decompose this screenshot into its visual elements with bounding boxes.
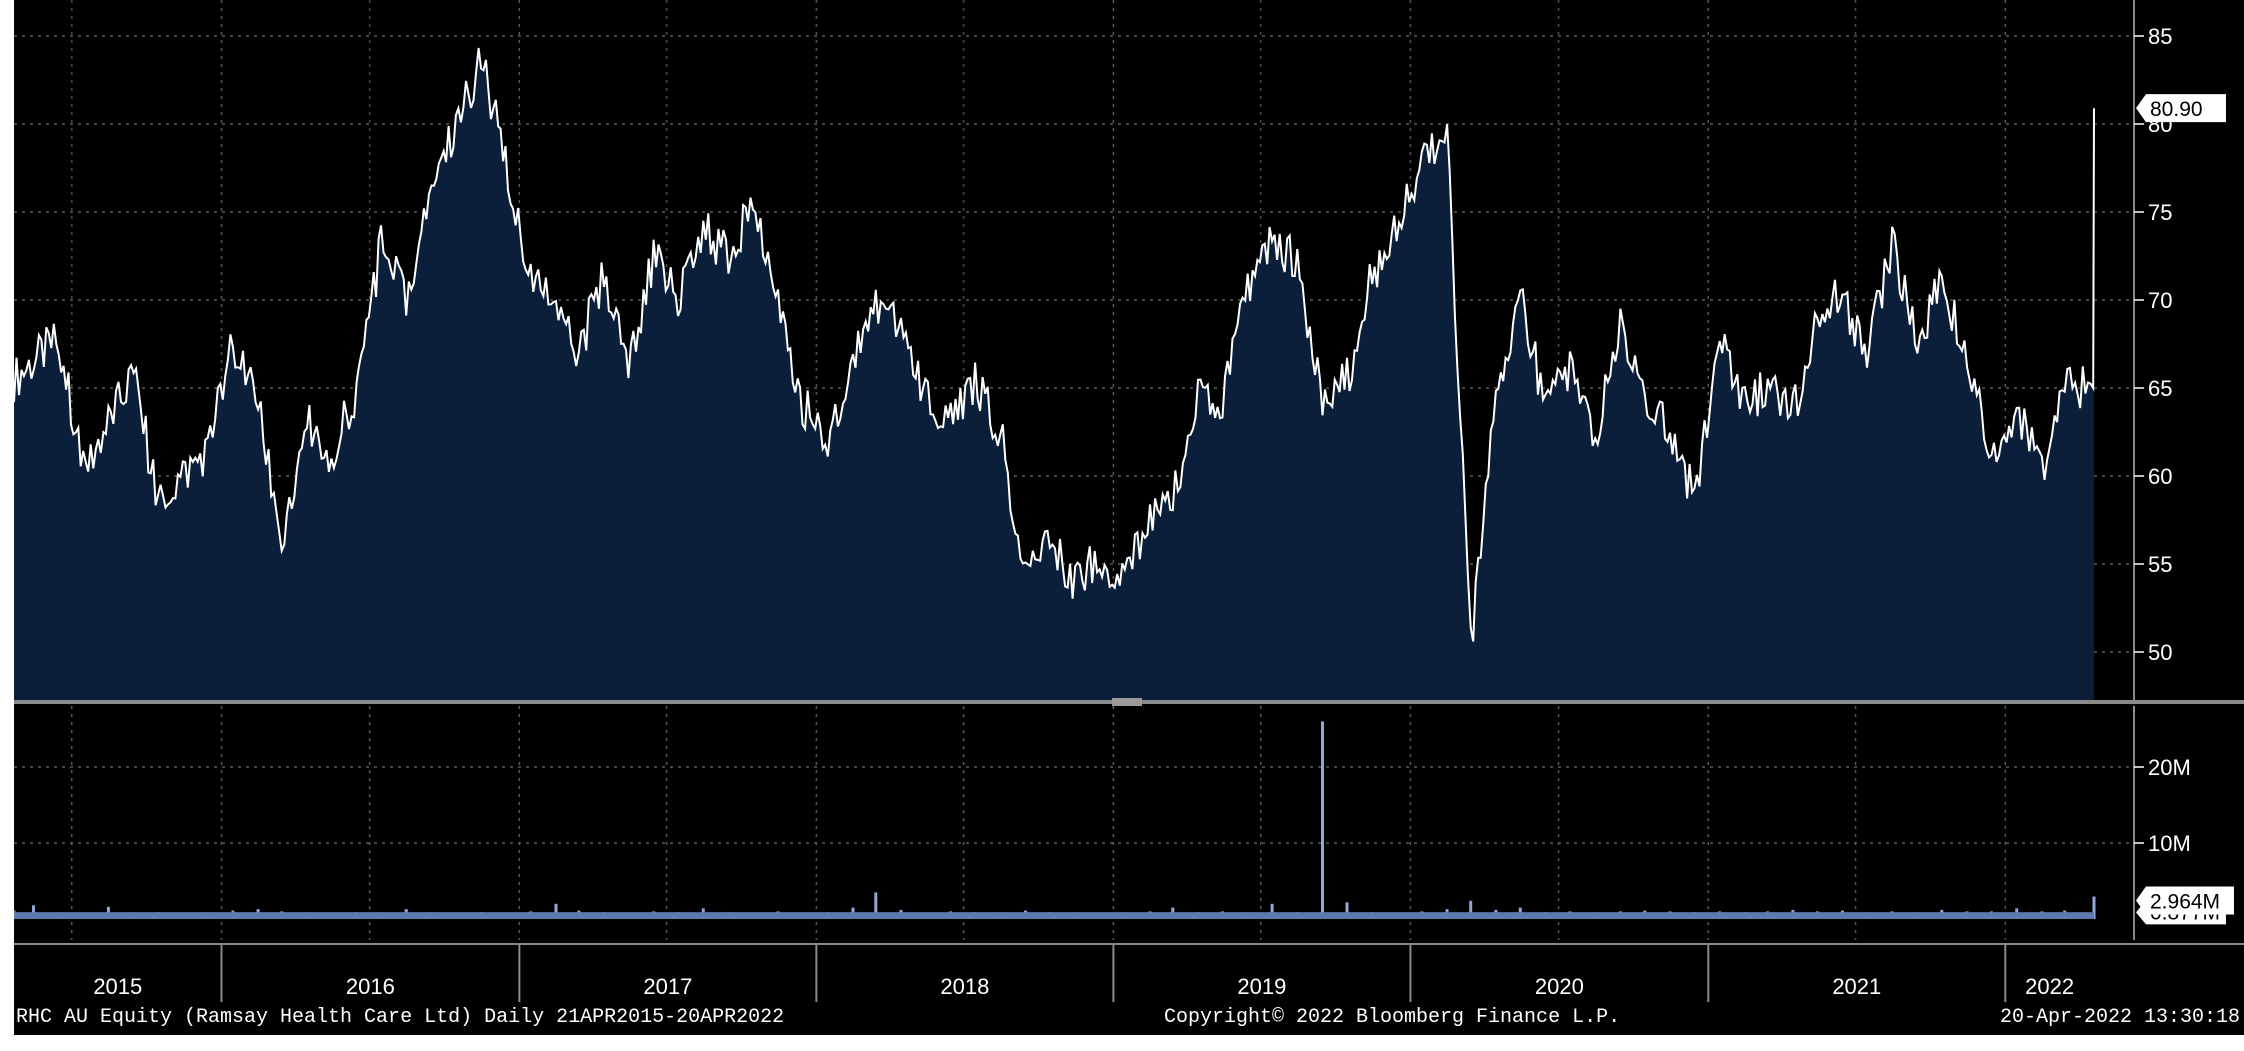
last-price-label: 80.90 [2150,98,2203,121]
last-price-badge: 80.90 [2136,94,2226,123]
footer: RHC AU Equity (Ramsay Health Care Ltd) D… [16,1006,2240,1029]
volume-bar [1469,900,1473,919]
price-tick-label: 75 [2148,200,2172,225]
price-tick-label: 65 [2148,376,2172,401]
year-label: 2017 [643,974,692,999]
volume-bar [1270,903,1274,919]
security-description: RHC AU Equity (Ramsay Health Care Ltd) D… [16,1006,784,1029]
volume-bar [32,905,35,919]
volume-panel: 10M 20M 0.877M 2.964M [14,706,2234,940]
price-tick-label: 60 [2148,464,2172,489]
volume-y-axis: 10M 20M [2133,706,2191,940]
volume-tick-label: 20M [2148,755,2191,780]
year-label: 2019 [1237,974,1286,999]
x-axis: 2015 2016 2017 2018 2019 2020 2021 2022 [93,944,2074,1002]
price-tick-label: 70 [2148,288,2172,313]
price-line [14,47,2095,642]
year-label: 2015 [93,974,142,999]
year-label: 2022 [2025,974,2074,999]
last-volume-label: 2.964M [2150,890,2220,913]
price-tick-label: 55 [2148,552,2172,577]
price-tick-label: 50 [2148,640,2172,665]
volume-bar [2092,896,2096,919]
volume-bar [1321,721,1324,919]
year-label: 2020 [1535,974,1584,999]
chart-timestamp: 20-Apr-2022 13:30:18 [2000,1006,2240,1029]
last-volume-badge: 0.877M 2.964M [2136,886,2234,925]
year-label: 2016 [346,974,395,999]
volume-tick-label: 10M [2148,831,2191,856]
price-area-fill [14,48,2094,700]
volume-bar [554,903,558,919]
resize-handle[interactable] [1112,698,1142,706]
volume-bar [1345,902,1349,919]
year-label: 2018 [940,974,989,999]
volume-baseline-band [14,912,2094,919]
volume-gridlines [14,706,2134,940]
volume-bar [874,892,878,919]
panel-divider [14,698,2244,706]
copyright-notice: Copyright© 2022 Bloomberg Finance L.P. [1164,1006,1620,1029]
volume-bars [14,721,2096,919]
year-label: 2021 [1832,974,1881,999]
price-tick-label: 85 [2148,24,2172,49]
